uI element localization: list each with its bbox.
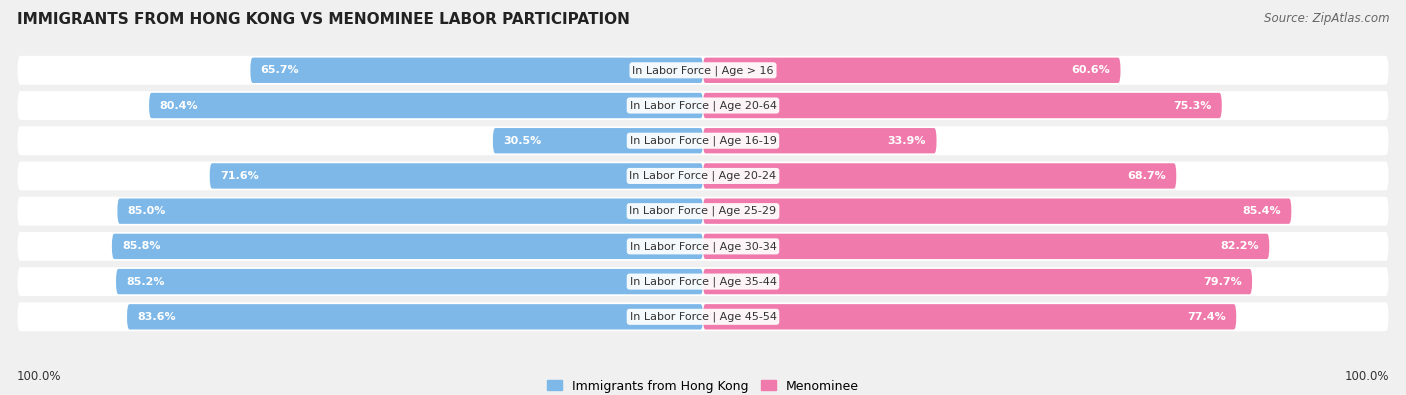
Text: 85.2%: 85.2% bbox=[127, 276, 165, 287]
Text: 65.7%: 65.7% bbox=[260, 65, 299, 75]
FancyBboxPatch shape bbox=[149, 93, 703, 118]
FancyBboxPatch shape bbox=[703, 304, 1236, 329]
FancyBboxPatch shape bbox=[703, 163, 1177, 189]
Text: In Labor Force | Age 20-64: In Labor Force | Age 20-64 bbox=[630, 100, 776, 111]
FancyBboxPatch shape bbox=[17, 162, 1389, 190]
FancyBboxPatch shape bbox=[17, 126, 1389, 155]
Text: In Labor Force | Age 20-24: In Labor Force | Age 20-24 bbox=[630, 171, 776, 181]
FancyBboxPatch shape bbox=[17, 232, 1389, 261]
Text: 80.4%: 80.4% bbox=[159, 100, 198, 111]
Text: 85.4%: 85.4% bbox=[1243, 206, 1281, 216]
FancyBboxPatch shape bbox=[117, 269, 703, 294]
FancyBboxPatch shape bbox=[703, 128, 936, 153]
Text: 77.4%: 77.4% bbox=[1187, 312, 1226, 322]
FancyBboxPatch shape bbox=[17, 302, 1389, 331]
Text: 75.3%: 75.3% bbox=[1173, 100, 1212, 111]
Text: In Labor Force | Age > 16: In Labor Force | Age > 16 bbox=[633, 65, 773, 75]
Text: In Labor Force | Age 35-44: In Labor Force | Age 35-44 bbox=[630, 276, 776, 287]
FancyBboxPatch shape bbox=[17, 56, 1389, 85]
FancyBboxPatch shape bbox=[17, 197, 1389, 226]
Text: 100.0%: 100.0% bbox=[17, 370, 62, 383]
Text: In Labor Force | Age 30-34: In Labor Force | Age 30-34 bbox=[630, 241, 776, 252]
FancyBboxPatch shape bbox=[209, 163, 703, 189]
FancyBboxPatch shape bbox=[127, 304, 703, 329]
Text: 79.7%: 79.7% bbox=[1204, 276, 1241, 287]
Text: 68.7%: 68.7% bbox=[1128, 171, 1166, 181]
FancyBboxPatch shape bbox=[494, 128, 703, 153]
Text: In Labor Force | Age 45-54: In Labor Force | Age 45-54 bbox=[630, 312, 776, 322]
FancyBboxPatch shape bbox=[17, 267, 1389, 296]
Text: 30.5%: 30.5% bbox=[503, 136, 541, 146]
Text: 100.0%: 100.0% bbox=[1344, 370, 1389, 383]
FancyBboxPatch shape bbox=[250, 58, 703, 83]
Text: 85.0%: 85.0% bbox=[128, 206, 166, 216]
FancyBboxPatch shape bbox=[17, 91, 1389, 120]
Text: 82.2%: 82.2% bbox=[1220, 241, 1258, 251]
Text: Source: ZipAtlas.com: Source: ZipAtlas.com bbox=[1264, 12, 1389, 25]
FancyBboxPatch shape bbox=[703, 269, 1253, 294]
Text: IMMIGRANTS FROM HONG KONG VS MENOMINEE LABOR PARTICIPATION: IMMIGRANTS FROM HONG KONG VS MENOMINEE L… bbox=[17, 12, 630, 27]
FancyBboxPatch shape bbox=[703, 198, 1291, 224]
Text: 85.8%: 85.8% bbox=[122, 241, 160, 251]
FancyBboxPatch shape bbox=[118, 198, 703, 224]
Text: 83.6%: 83.6% bbox=[138, 312, 176, 322]
FancyBboxPatch shape bbox=[703, 58, 1121, 83]
Text: 71.6%: 71.6% bbox=[221, 171, 259, 181]
Text: 60.6%: 60.6% bbox=[1071, 65, 1111, 75]
FancyBboxPatch shape bbox=[703, 234, 1270, 259]
Text: In Labor Force | Age 25-29: In Labor Force | Age 25-29 bbox=[630, 206, 776, 216]
Legend: Immigrants from Hong Kong, Menominee: Immigrants from Hong Kong, Menominee bbox=[541, 375, 865, 395]
Text: 33.9%: 33.9% bbox=[887, 136, 927, 146]
Text: In Labor Force | Age 16-19: In Labor Force | Age 16-19 bbox=[630, 135, 776, 146]
FancyBboxPatch shape bbox=[112, 234, 703, 259]
FancyBboxPatch shape bbox=[703, 93, 1222, 118]
